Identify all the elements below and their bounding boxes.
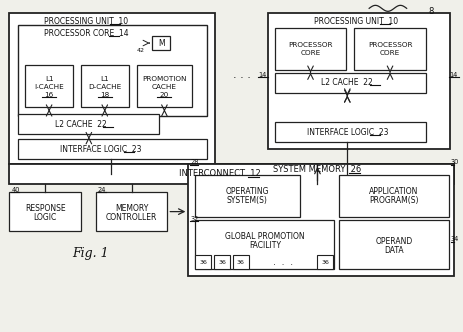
FancyBboxPatch shape xyxy=(195,175,300,216)
Text: 24: 24 xyxy=(98,187,106,193)
Text: CORE: CORE xyxy=(380,50,400,56)
FancyBboxPatch shape xyxy=(268,13,450,149)
Text: 34: 34 xyxy=(450,236,459,242)
Text: M: M xyxy=(158,39,165,47)
FancyBboxPatch shape xyxy=(339,175,449,216)
Text: OPERAND: OPERAND xyxy=(375,237,413,246)
FancyBboxPatch shape xyxy=(354,28,426,70)
Text: L2 CACHE  22: L2 CACHE 22 xyxy=(55,120,107,129)
Text: 42: 42 xyxy=(137,48,144,53)
Text: APPLICATION: APPLICATION xyxy=(369,187,419,196)
FancyBboxPatch shape xyxy=(275,73,426,93)
FancyBboxPatch shape xyxy=(152,36,170,50)
Text: 16: 16 xyxy=(44,92,54,98)
FancyBboxPatch shape xyxy=(233,255,249,269)
Text: .  .  .: . . . xyxy=(273,258,293,267)
Text: L1: L1 xyxy=(100,76,109,82)
FancyBboxPatch shape xyxy=(195,219,334,269)
Text: PROCESSING UNIT  10: PROCESSING UNIT 10 xyxy=(314,17,398,26)
Text: CACHE: CACHE xyxy=(152,84,177,90)
FancyBboxPatch shape xyxy=(18,115,159,134)
Text: 36: 36 xyxy=(218,260,226,265)
Text: PROCESSOR CORE  14: PROCESSOR CORE 14 xyxy=(44,29,128,38)
Text: PROCESSOR: PROCESSOR xyxy=(368,42,412,48)
Text: RESPONSE: RESPONSE xyxy=(25,204,65,213)
FancyBboxPatch shape xyxy=(81,65,129,107)
Text: MEMORY: MEMORY xyxy=(115,204,148,213)
Text: INTERFACE LOGIC  23: INTERFACE LOGIC 23 xyxy=(307,128,388,137)
Text: GLOBAL PROMOTION: GLOBAL PROMOTION xyxy=(225,232,305,241)
Text: 36: 36 xyxy=(321,260,329,265)
Text: 8: 8 xyxy=(428,7,433,16)
Text: PROCESSOR: PROCESSOR xyxy=(288,42,333,48)
Text: 36: 36 xyxy=(199,260,207,265)
FancyBboxPatch shape xyxy=(9,192,81,231)
FancyBboxPatch shape xyxy=(195,255,211,269)
Text: 30: 30 xyxy=(450,159,459,165)
FancyBboxPatch shape xyxy=(318,255,333,269)
Text: CONTROLLER: CONTROLLER xyxy=(106,213,157,222)
Text: PROGRAM(S): PROGRAM(S) xyxy=(369,196,419,205)
Text: FACILITY: FACILITY xyxy=(249,241,281,250)
Text: LOGIC: LOGIC xyxy=(33,213,57,222)
Text: PROMOTION: PROMOTION xyxy=(142,76,187,82)
FancyBboxPatch shape xyxy=(18,25,207,117)
Text: DATA: DATA xyxy=(384,246,404,255)
Text: 36: 36 xyxy=(237,260,245,265)
Text: 40: 40 xyxy=(11,187,20,193)
Text: D-CACHE: D-CACHE xyxy=(88,84,121,90)
FancyBboxPatch shape xyxy=(96,192,168,231)
Text: L1: L1 xyxy=(45,76,53,82)
Text: 20: 20 xyxy=(160,92,169,98)
Text: L2 CACHE  22: L2 CACHE 22 xyxy=(321,78,373,87)
Text: PROCESSING UNIT  10: PROCESSING UNIT 10 xyxy=(44,17,128,26)
Text: 18: 18 xyxy=(100,92,109,98)
Text: INTERCONNECT  12: INTERCONNECT 12 xyxy=(179,169,261,178)
FancyBboxPatch shape xyxy=(214,255,230,269)
Text: . . .: . . . xyxy=(233,70,251,80)
FancyBboxPatch shape xyxy=(18,139,207,159)
Text: CORE: CORE xyxy=(300,50,321,56)
FancyBboxPatch shape xyxy=(137,65,192,107)
Text: Fig. 1: Fig. 1 xyxy=(73,247,109,260)
Text: SYSTEM(S): SYSTEM(S) xyxy=(226,196,267,205)
FancyBboxPatch shape xyxy=(25,65,73,107)
Text: 28: 28 xyxy=(190,159,199,165)
Text: INTERFACE LOGIC  23: INTERFACE LOGIC 23 xyxy=(60,145,142,154)
FancyBboxPatch shape xyxy=(9,164,454,184)
Text: I-CACHE: I-CACHE xyxy=(34,84,64,90)
FancyBboxPatch shape xyxy=(9,13,215,164)
Text: OPERATING: OPERATING xyxy=(225,187,269,196)
FancyBboxPatch shape xyxy=(339,219,449,269)
FancyBboxPatch shape xyxy=(188,164,454,276)
FancyBboxPatch shape xyxy=(275,123,426,142)
FancyBboxPatch shape xyxy=(275,28,346,70)
Text: 32: 32 xyxy=(190,215,199,221)
Text: SYSTEM MEMORY  26: SYSTEM MEMORY 26 xyxy=(273,165,362,175)
Text: 14: 14 xyxy=(450,72,458,78)
Text: 14: 14 xyxy=(259,72,267,78)
